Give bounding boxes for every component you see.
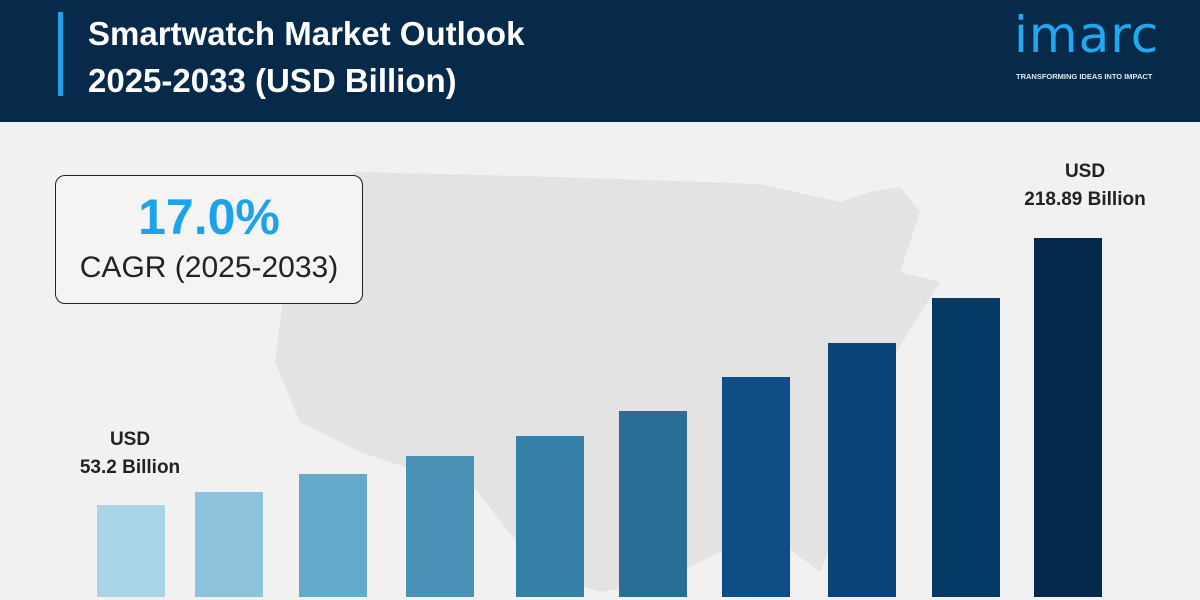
title-line-2: 2025-2033 (USD Billion) [88,62,457,99]
bar-7 [828,343,896,597]
imarc-logo: imarc TRANSFORMING IDEAS INTO IMPACT [1014,8,1174,88]
cagr-box: 17.0% CAGR (2025-2033) [55,175,363,304]
logo-tagline: TRANSFORMING IDEAS INTO IMPACT [1016,72,1153,81]
data-label-first: USD 53.2 Billion [70,426,190,482]
bar-4 [516,436,584,597]
bar-2 [299,474,367,597]
bar-1 [195,491,263,597]
page-title: Smartwatch Market Outlook 2025-2033 (USD… [88,10,524,104]
bar-6 [722,377,790,597]
bar-8 [932,297,1000,597]
data-label-last: USD 218.89 Billion [1000,158,1170,214]
cagr-value: 17.0% [138,189,280,245]
bar-5 [619,411,687,597]
title-accent-bar [58,12,63,96]
bar-0 [97,505,165,597]
data-label-last-value: 218.89 Billion [1024,189,1146,210]
title-line-1: Smartwatch Market Outlook [88,15,525,52]
cagr-label: CAGR (2025-2033) [79,251,339,284]
logo-wordmark: imarc [1014,6,1160,64]
bar-9 [1034,238,1102,597]
header-banner: Smartwatch Market Outlook 2025-2033 (USD… [0,0,1200,122]
data-label-first-currency: USD [109,429,151,450]
data-label-first-value: 53.2 Billion [79,457,181,478]
data-label-last-currency: USD [1064,161,1106,182]
bar-3 [406,456,474,597]
